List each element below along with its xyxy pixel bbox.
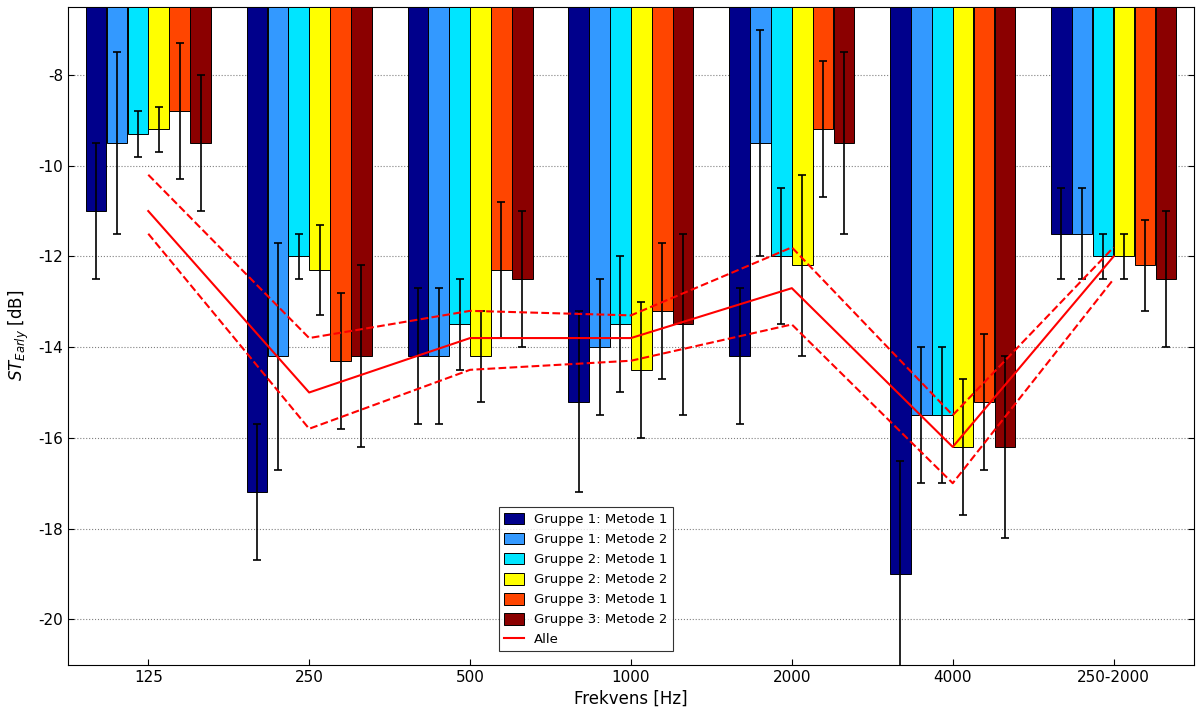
Bar <box>107 7 127 143</box>
Bar <box>590 7 610 347</box>
Bar <box>751 7 771 143</box>
Bar <box>610 7 631 325</box>
Bar <box>351 7 371 356</box>
Bar <box>771 7 791 257</box>
Bar <box>890 7 910 574</box>
Bar <box>833 7 854 143</box>
Bar <box>471 7 491 356</box>
Bar <box>813 7 833 129</box>
Bar <box>1093 7 1113 257</box>
Bar <box>127 7 148 134</box>
Bar <box>791 7 813 265</box>
X-axis label: Frekvens [Hz]: Frekvens [Hz] <box>574 690 688 708</box>
Bar <box>1051 7 1071 234</box>
Bar <box>491 7 512 270</box>
Bar <box>632 7 652 370</box>
Legend: Gruppe 1: Metode 1, Gruppe 1: Metode 2, Gruppe 2: Metode 1, Gruppe 2: Metode 2, : Gruppe 1: Metode 1, Gruppe 1: Metode 2, … <box>498 508 673 651</box>
Bar <box>310 7 330 270</box>
Bar <box>1113 7 1134 257</box>
Y-axis label: $ST_{Early}$ [dB]: $ST_{Early}$ [dB] <box>7 290 31 382</box>
Bar <box>1135 7 1155 265</box>
Bar <box>994 7 1015 447</box>
Bar <box>974 7 994 402</box>
Bar <box>85 7 106 211</box>
Bar <box>149 7 169 129</box>
Bar <box>330 7 351 361</box>
Bar <box>1072 7 1093 234</box>
Bar <box>729 7 749 356</box>
Bar <box>568 7 588 402</box>
Bar <box>449 7 470 325</box>
Bar <box>190 7 211 143</box>
Bar <box>407 7 428 356</box>
Bar <box>429 7 449 356</box>
Bar <box>932 7 952 415</box>
Bar <box>952 7 974 447</box>
Bar <box>912 7 932 415</box>
Bar <box>288 7 309 257</box>
Bar <box>246 7 267 493</box>
Bar <box>673 7 693 325</box>
Bar <box>169 7 190 112</box>
Bar <box>1155 7 1176 279</box>
Bar <box>512 7 532 279</box>
Bar <box>652 7 673 311</box>
Bar <box>268 7 288 356</box>
